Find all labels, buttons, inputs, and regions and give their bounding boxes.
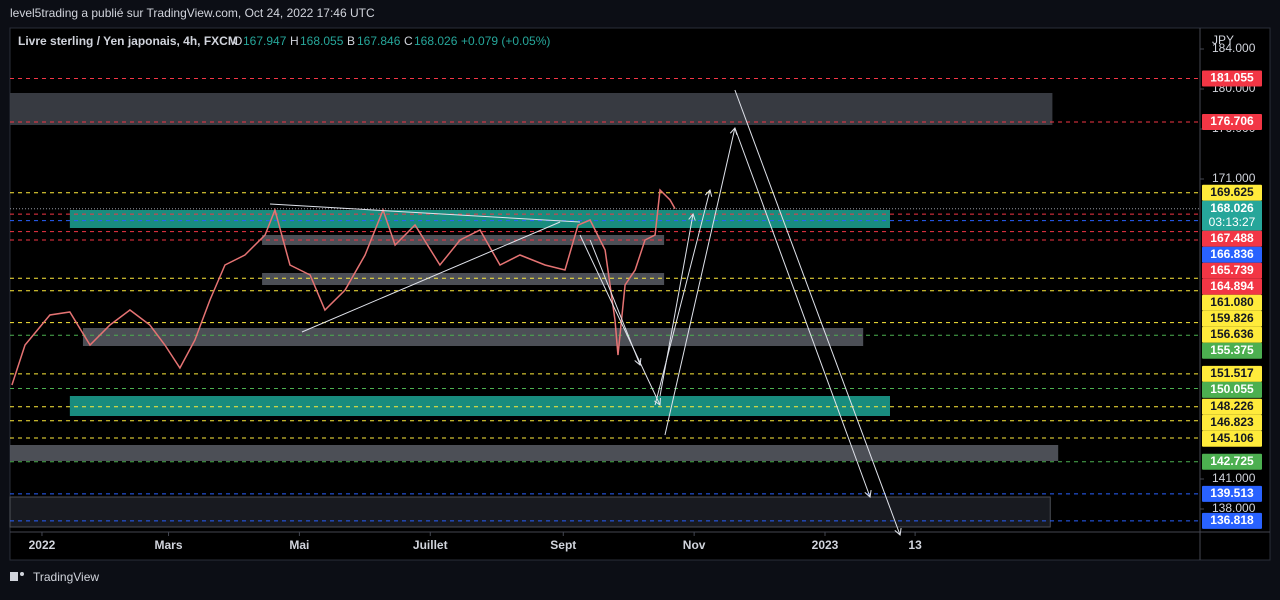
level-label-bg <box>1202 184 1262 201</box>
low-value: 167.846 <box>357 34 401 48</box>
price-line <box>11 188 676 386</box>
level-label: 146.823 <box>1210 415 1254 429</box>
level-label-bg <box>1202 512 1262 529</box>
close-value: 168.026 <box>414 34 458 48</box>
trend-line <box>659 213 694 397</box>
x-tick-label: 2023 <box>812 538 839 552</box>
level-label: 155.375 <box>1210 343 1254 357</box>
level-label: 151.517 <box>1210 366 1254 380</box>
level-label-bg <box>1202 294 1262 311</box>
level-label: 169.625 <box>1210 185 1254 199</box>
trend-line <box>301 221 561 333</box>
high-value: 168.055 <box>300 34 344 48</box>
logo-mark <box>10 572 18 581</box>
y-tick-label: 171.000 <box>1212 171 1256 185</box>
level-label-bg <box>1202 200 1262 231</box>
level-label-bg <box>1202 485 1262 502</box>
plot <box>9 77 1200 536</box>
currency: JPY <box>1212 33 1234 47</box>
countdown: 03:13:27 <box>1209 215 1256 229</box>
level-label: 142.725 <box>1210 454 1254 468</box>
zone <box>9 496 1051 528</box>
zone <box>262 235 665 245</box>
close-label: C <box>404 34 413 48</box>
x-tick-label: 13 <box>908 538 922 552</box>
x-tick-label: 2022 <box>29 538 56 552</box>
trend-line <box>734 89 901 536</box>
level-label-bg <box>1202 414 1262 431</box>
level-label: 181.055 <box>1210 71 1254 85</box>
level-label: 168.026 <box>1210 201 1254 215</box>
level-label: 166.836 <box>1210 247 1254 261</box>
level-label-bg <box>1202 70 1262 87</box>
level-label-bg <box>1202 278 1262 295</box>
level-label: 139.513 <box>1210 486 1254 500</box>
zone <box>262 273 665 285</box>
arrow-head <box>864 490 872 498</box>
trend-line <box>734 127 871 498</box>
level-label-bg <box>1202 326 1262 343</box>
level-label-bg <box>1202 310 1262 327</box>
level-label: 150.055 <box>1210 382 1254 396</box>
level-label-bg <box>1202 113 1262 130</box>
y-tick-label: 138.000 <box>1212 501 1256 515</box>
x-tick-label: Sept <box>550 538 576 552</box>
zone <box>10 93 1053 125</box>
level-label-bg <box>1202 246 1262 263</box>
level-label: 165.739 <box>1210 263 1254 277</box>
y-tick-label: 141.000 <box>1212 471 1256 485</box>
tradingview-logo: TradingView <box>10 570 99 584</box>
level-label: 156.636 <box>1210 327 1254 341</box>
x-tick-label: Mars <box>155 538 183 552</box>
trend-line <box>589 239 641 366</box>
symbol: Livre sterling / Yen japonais, 4h, FXCM <box>18 34 238 48</box>
level-label-bg <box>1202 262 1262 279</box>
change: +0.079 (+0.05%) <box>461 34 550 48</box>
trend-line <box>579 234 661 406</box>
trend-line <box>269 203 581 223</box>
high-label: H <box>290 34 299 48</box>
open-label: O <box>233 34 242 48</box>
zone <box>69 396 891 416</box>
level-label: 164.894 <box>1210 279 1254 293</box>
x-tick-label: Mai <box>289 538 309 552</box>
level-label: 145.106 <box>1210 431 1254 445</box>
y-tick-label: 184.000 <box>1212 41 1256 55</box>
trend-line <box>664 127 736 436</box>
zone <box>69 210 891 228</box>
x-tick-label: Juillet <box>413 538 448 552</box>
low-label: B <box>347 34 355 48</box>
level-label: 148.226 <box>1210 399 1254 413</box>
level-label-bg <box>1202 365 1262 382</box>
arrow-head <box>704 188 713 197</box>
level-label-bg <box>1202 430 1262 447</box>
x-tick-label: Nov <box>683 538 706 552</box>
open-value: 167.947 <box>243 34 287 48</box>
trend-line <box>654 189 711 406</box>
level-label-bg <box>1202 398 1262 415</box>
level-label: 136.818 <box>1210 513 1254 527</box>
level-label: 159.826 <box>1210 311 1254 325</box>
level-label-bg <box>1202 342 1262 359</box>
zone <box>82 328 864 346</box>
arrow-head <box>894 528 902 536</box>
level-label-bg <box>1202 230 1262 247</box>
footer-brand: TradingView <box>33 570 99 584</box>
logo-dot <box>20 572 24 576</box>
level-label: 161.080 <box>1210 295 1254 309</box>
arrow-head <box>634 357 642 366</box>
level-label-bg <box>1202 381 1262 398</box>
publish-header: level5trading a publié sur TradingView.c… <box>10 6 375 20</box>
level-label-bg <box>1202 453 1262 470</box>
level-label: 167.488 <box>1210 231 1254 245</box>
level-label: 176.706 <box>1210 114 1254 128</box>
zone <box>10 445 1059 461</box>
arrow-head <box>688 212 696 221</box>
